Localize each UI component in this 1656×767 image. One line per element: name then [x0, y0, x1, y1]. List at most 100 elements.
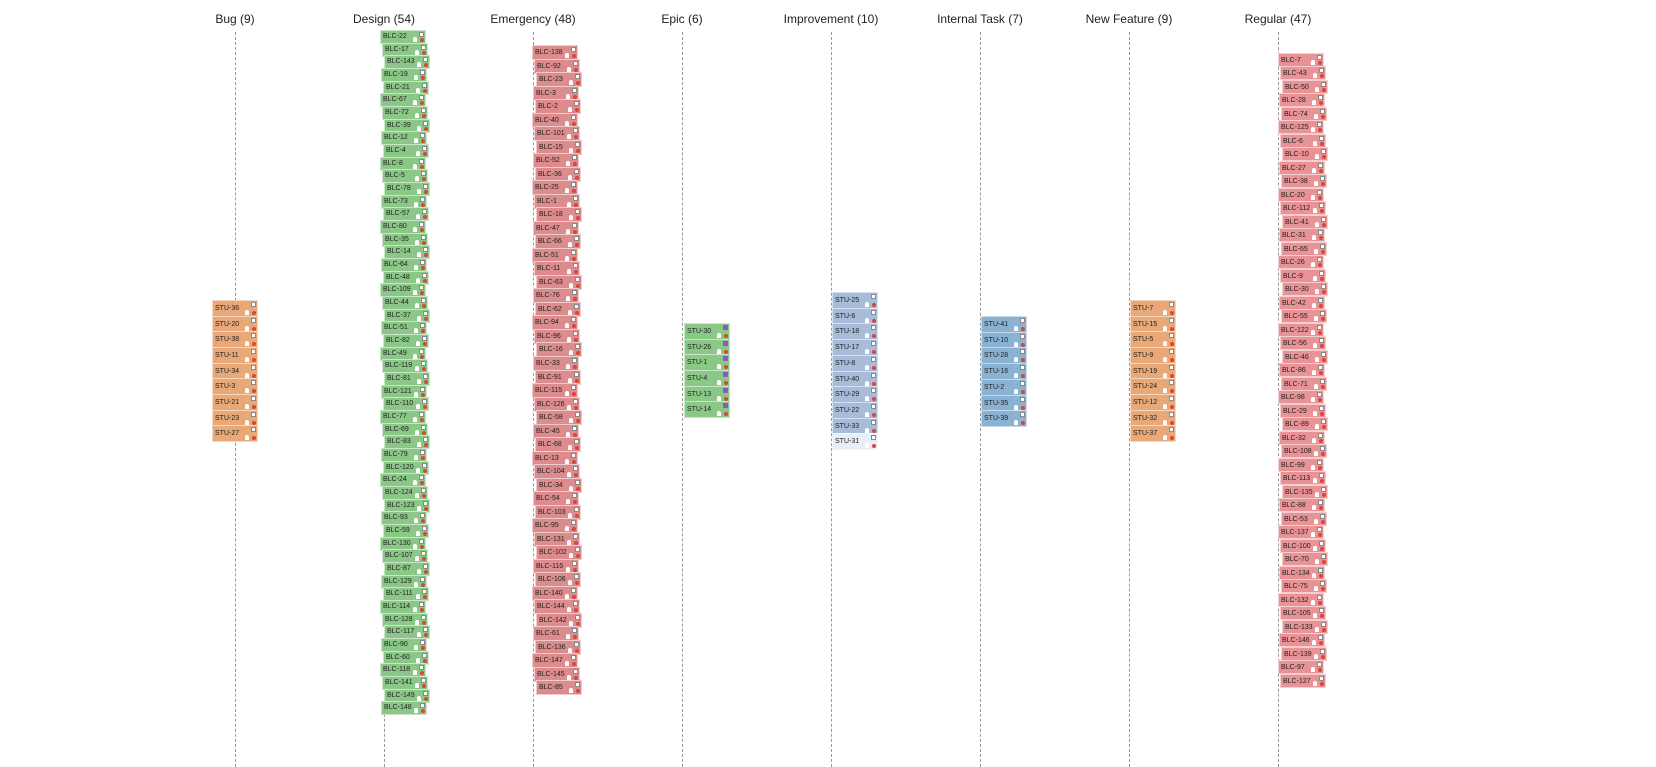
issue-card[interactable]: BLC-113 [1280, 471, 1326, 486]
issue-card[interactable]: BLC-20 [1278, 187, 1324, 202]
issue-card[interactable]: STU-38 [212, 331, 258, 349]
issue-card[interactable]: BLC-32 [1279, 430, 1325, 445]
issue-card[interactable]: BLC-97 [1278, 660, 1324, 675]
issue-card[interactable]: STU-23 [212, 409, 258, 427]
issue-card[interactable]: STU-17 [832, 339, 878, 357]
issue-card[interactable]: STU-19 [1130, 362, 1176, 380]
issue-card[interactable]: STU-29 [832, 386, 878, 404]
issue-card[interactable]: BLC-12 [381, 131, 427, 146]
issue-card[interactable]: BLC-98 [1278, 390, 1324, 405]
issue-card[interactable]: BLC-65 [1281, 241, 1327, 256]
issue-card[interactable]: BLC-110 [383, 397, 429, 412]
issue-card[interactable]: BLC-111 [383, 587, 429, 602]
issue-card[interactable]: STU-16 [981, 363, 1027, 381]
issue-card[interactable]: BLC-26 [1278, 255, 1324, 270]
issue-card[interactable]: STU-21 [212, 394, 258, 411]
issue-card[interactable]: STU-8 [832, 354, 878, 372]
issue-card[interactable]: BLC-56 [1280, 336, 1326, 351]
issue-card[interactable]: BLC-105 [1280, 606, 1326, 621]
issue-card[interactable]: BLC-29 [1280, 403, 1326, 418]
issue-card[interactable]: BLC-43 [1280, 66, 1326, 81]
issue-card[interactable]: BLC-133 [1282, 619, 1328, 634]
issue-card[interactable]: BLC-47 [533, 220, 579, 236]
issue-card[interactable]: BLC-144 [534, 599, 580, 615]
issue-card[interactable]: BLC-115 [532, 383, 578, 399]
issue-card[interactable]: BLC-76 [533, 288, 579, 304]
issue-card[interactable]: BLC-135 [1282, 484, 1328, 499]
issue-card[interactable]: BLC-55 [1281, 309, 1327, 324]
issue-card[interactable]: BLC-127 [1280, 673, 1326, 688]
issue-card[interactable]: BLC-126 [534, 396, 580, 412]
issue-card[interactable]: BLC-54 [533, 491, 579, 507]
issue-card[interactable]: BLC-27 [1279, 160, 1325, 175]
issue-card[interactable]: BLC-89 [1282, 417, 1328, 432]
issue-card[interactable]: BLC-62 [535, 301, 581, 317]
issue-card[interactable]: BLC-95 [532, 518, 578, 534]
issue-card[interactable]: BLC-112 [1280, 201, 1326, 216]
issue-card[interactable]: STU-36 [212, 300, 258, 317]
issue-card[interactable]: STU-31 [832, 433, 878, 451]
issue-card[interactable]: BLC-100 [1280, 538, 1326, 553]
issue-card[interactable]: BLC-14 [384, 245, 430, 260]
issue-card[interactable]: STU-3 [212, 378, 258, 396]
issue-card[interactable]: BLC-134 [1279, 565, 1325, 580]
issue-card[interactable]: STU-9 [1130, 347, 1176, 364]
issue-card[interactable]: BLC-139 [1281, 646, 1327, 661]
issue-card[interactable]: STU-39 [981, 410, 1027, 428]
issue-card[interactable]: BLC-88 [1279, 498, 1325, 513]
issue-card[interactable]: BLC-87 [384, 562, 430, 576]
issue-card[interactable]: BLC-101 [534, 126, 580, 142]
issue-card[interactable]: BLC-116 [533, 558, 579, 574]
issue-card[interactable]: BLC-50 [1282, 79, 1328, 94]
issue-card[interactable]: STU-7 [1130, 300, 1176, 317]
issue-card[interactable]: STU-24 [1130, 378, 1176, 396]
issue-card[interactable]: BLC-125 [1278, 120, 1324, 135]
issue-card[interactable]: STU-2 [981, 378, 1027, 396]
issue-card[interactable]: BLC-40 [532, 112, 578, 128]
issue-card[interactable]: STU-27 [212, 425, 258, 443]
issue-card[interactable]: BLC-137 [1278, 525, 1324, 540]
issue-card[interactable]: BLC-75 [1281, 579, 1327, 594]
issue-card[interactable]: BLC-58 [536, 410, 582, 426]
issue-card[interactable]: STU-28 [981, 347, 1027, 365]
issue-card[interactable]: STU-25 [832, 292, 878, 309]
issue-card[interactable]: BLC-46 [1282, 349, 1328, 364]
issue-card[interactable]: STU-18 [832, 323, 878, 341]
issue-card[interactable]: STU-41 [981, 316, 1027, 333]
issue-card[interactable]: STU-4 [684, 370, 730, 387]
issue-card[interactable]: BLC-85 [536, 680, 582, 696]
issue-card[interactable]: STU-6 [832, 307, 878, 325]
issue-card[interactable]: BLC-28 [1279, 93, 1325, 108]
issue-card[interactable]: BLC-9 [1280, 268, 1326, 283]
issue-card[interactable]: BLC-99 [1278, 457, 1324, 472]
issue-card[interactable]: BLC-90 [381, 638, 427, 652]
issue-card[interactable]: BLC-51 [381, 321, 427, 336]
issue-card[interactable]: BLC-82 [383, 334, 429, 348]
issue-card[interactable]: BLC-30 [1282, 282, 1328, 297]
issue-card[interactable]: STU-5 [1130, 331, 1176, 349]
issue-card[interactable]: STU-33 [832, 417, 878, 435]
issue-card[interactable]: BLC-108 [1281, 444, 1327, 459]
issue-card[interactable]: STU-13 [684, 385, 730, 403]
issue-card[interactable]: BLC-35 [382, 232, 428, 247]
issue-card[interactable]: BLC-122 [1278, 322, 1324, 337]
issue-card[interactable]: STU-11 [212, 347, 258, 364]
issue-card[interactable]: BLC-21 [383, 80, 429, 95]
issue-card[interactable]: STU-14 [684, 401, 730, 419]
issue-card[interactable]: BLC-140 [532, 585, 578, 601]
issue-card[interactable]: BLC-44 [382, 296, 428, 310]
issue-card[interactable]: BLC-74 [1281, 106, 1327, 121]
issue-card[interactable]: STU-30 [684, 323, 730, 340]
issue-card[interactable]: STU-32 [1130, 409, 1176, 427]
issue-card[interactable]: BLC-41 [1282, 214, 1328, 229]
issue-card[interactable]: STU-34 [212, 362, 258, 380]
issue-card[interactable]: BLC-68 [535, 437, 581, 453]
issue-card[interactable]: STU-26 [684, 338, 730, 356]
issue-card[interactable]: BLC-42 [1279, 295, 1325, 310]
issue-card[interactable]: BLC-148 [381, 701, 427, 716]
issue-card[interactable]: BLC-59 [383, 524, 429, 538]
issue-card[interactable]: STU-15 [1130, 315, 1176, 333]
issue-card[interactable]: BLC-70 [1282, 552, 1328, 567]
issue-card[interactable]: BLC-114 [380, 600, 426, 614]
issue-card[interactable]: STU-22 [832, 401, 878, 419]
